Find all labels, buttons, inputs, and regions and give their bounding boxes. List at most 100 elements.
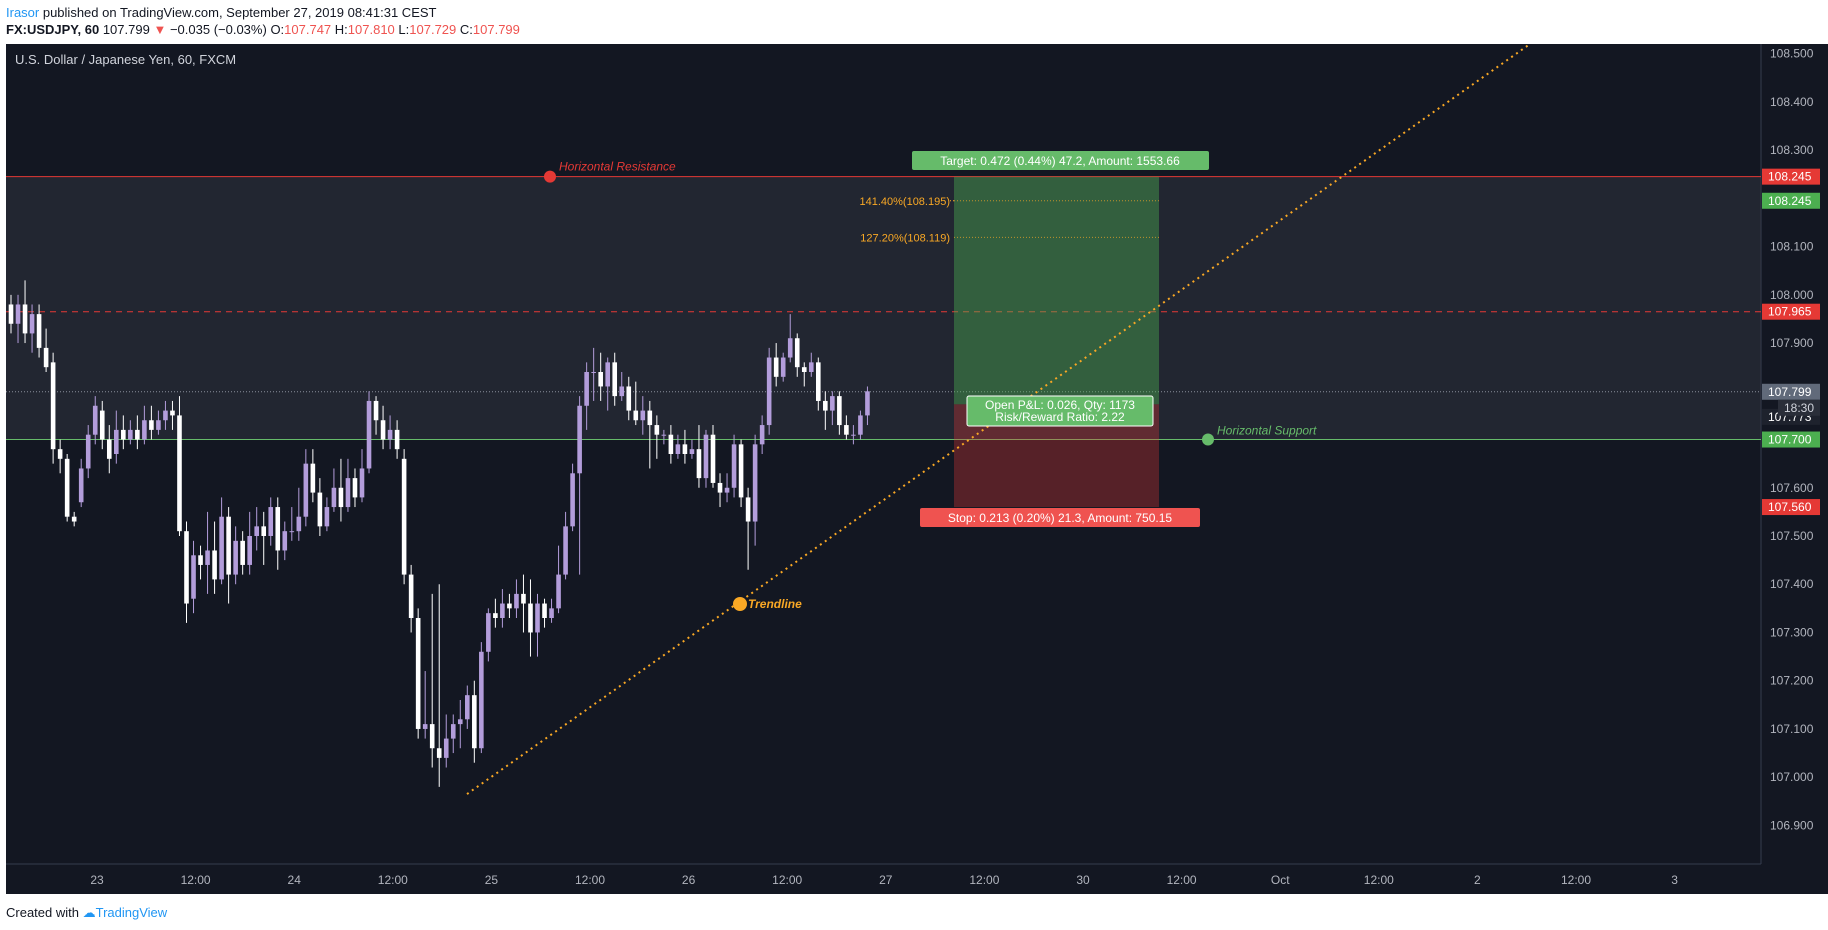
time-axis[interactable] [6,864,1828,894]
candle-body [675,444,681,454]
long-position-tool[interactable] [950,176,1159,508]
trendline[interactable] [466,43,1531,795]
candle-body [29,314,35,334]
price-change: −0.035 (−0.03%) [169,22,267,37]
tradingview-link[interactable]: TradingView [95,905,168,920]
open-value: 107.747 [284,22,332,37]
chart-pane[interactable] [6,44,1761,864]
candle-body [380,420,386,440]
fib-label-2: 127.20%(108.119) [860,232,950,244]
price-chart[interactable]: Horizontal Resistance Horizontal Support T… [0,0,1828,900]
candle-body [64,458,70,517]
y-tick-label: 108.000 [1770,288,1814,302]
close-value: 107.799 [472,22,520,37]
candle-body [773,357,779,377]
candle-body [408,574,414,618]
candle-body [78,468,84,503]
target-zone [954,176,1159,405]
candle-body [717,482,723,493]
candle-body [794,338,800,368]
y-tick-label: 108.100 [1770,240,1814,254]
candle-body [528,603,533,633]
candle-body [556,574,561,609]
candle-body [689,449,695,454]
candle-body [619,386,625,397]
price-tag-label: 107.965 [1768,305,1812,319]
candle-body [633,410,639,421]
y-tick-label: 107.600 [1770,481,1814,495]
candle-body [830,396,835,411]
target-badge [912,151,1209,170]
candle-body [710,434,716,483]
close-label: C: [459,22,473,37]
publisher-link[interactable]: Irasor [6,5,40,20]
price-axis[interactable] [1761,44,1828,864]
candle-body [99,410,105,440]
x-tick-label: 24 [288,873,302,887]
candle-body [682,444,688,454]
price-tag-label: 107.700 [1768,433,1812,447]
candle-body [577,405,582,474]
x-tick-label: 23 [90,873,104,887]
candle-body [542,603,547,618]
candle-body [837,396,842,426]
y-tick-label: 107.500 [1770,529,1814,543]
zone-shade [6,176,1761,440]
y-tick-label: 106.900 [1770,818,1814,832]
candle-body [373,400,379,421]
x-tick-label: 26 [682,873,696,887]
candle-body [345,478,351,508]
candle-body [240,540,245,565]
candle-body [219,516,224,580]
horizontal-levels[interactable] [6,176,1761,441]
candle-body [479,651,484,749]
candle-body [766,357,772,426]
candle-body [114,429,119,454]
candle-body [121,429,126,440]
y-tick-label: 107.900 [1770,336,1814,350]
candle-body [261,526,267,536]
low-label: L: [398,22,410,37]
candle-body [163,410,168,421]
candle-body [851,434,856,436]
candle-body [450,724,456,739]
candle-body [43,347,49,368]
candle-body [296,516,302,532]
candle-body [591,372,596,373]
candle-body [142,420,147,440]
candle-body [738,444,744,498]
candle-body [640,410,646,421]
countdown-label: 18:30 [1784,401,1814,415]
y-tick-label: 107.100 [1770,722,1814,736]
resistance-anchor-dot [544,170,556,183]
price-tag-label: 107.799 [1768,385,1812,399]
x-tick-labels: 23 12:00 24 12:00 25 12:00 26 12:00 27 12:00 30 12:… [90,873,1678,887]
tradingview-logo-icon[interactable]: ☁ [82,905,96,920]
candle-body [465,695,470,720]
candle-body [303,463,309,517]
y-tick-label: 107.400 [1770,577,1814,591]
high-label: H: [334,22,348,37]
stop-label: Stop: 0.213 (0.20%) 21.3, Amount: 750.15 [948,511,1172,525]
y-tick-label: 107.200 [1770,674,1814,688]
x-tick-label: Oct [1271,873,1290,887]
support-anchor-dot [1202,433,1214,446]
x-tick-label: 12:00 [1167,873,1197,887]
fib-label-1: 141.40%(108.195) [859,196,950,208]
y-tick-label: 107.300 [1770,625,1814,639]
candle-body [71,516,77,522]
candle-body [780,357,786,377]
chart-title: U.S. Dollar / Japanese Yen, 60, FXCM [15,52,236,67]
candle-body [135,429,140,440]
x-tick-label: 12:00 [181,873,211,887]
candle-body [654,425,660,435]
candle-body [731,444,737,488]
candle-body [626,386,632,411]
candle-body [759,425,765,445]
x-tick-label: 12:00 [969,873,999,887]
down-arrow-icon: ▼ [153,22,167,37]
candle-body [422,724,428,729]
price-tag-bg [1762,499,1820,516]
candle-body [493,613,498,618]
candle-body [401,458,407,575]
